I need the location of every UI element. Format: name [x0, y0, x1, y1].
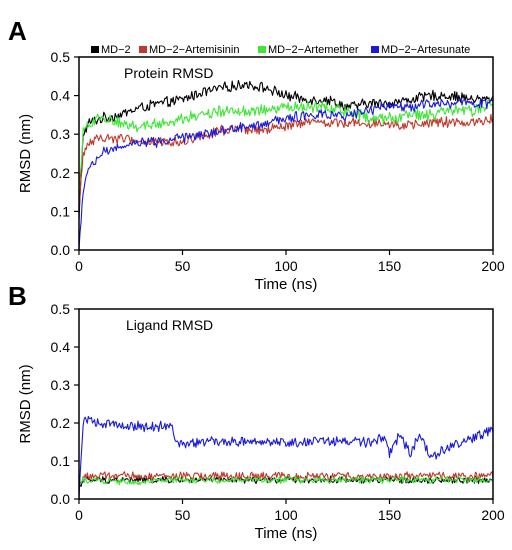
- x-tick-label: 200: [481, 507, 505, 523]
- panel-protein-rmsd: A MD−2 MD−2−Artemisinin MD−2−Artemether MD−…: [8, 16, 505, 293]
- legend-swatch: [371, 46, 379, 53]
- chart-title: Protein RMSD: [124, 65, 213, 81]
- y-tick-label: 0.4: [51, 88, 71, 104]
- y-tick-label: 0.3: [51, 126, 71, 142]
- x-tick-label: 50: [175, 258, 191, 274]
- x-tick-label: 100: [274, 258, 298, 274]
- y-tick-label: 0.0: [51, 491, 71, 507]
- series-line: [78, 471, 494, 488]
- y-tick-label: 0.1: [51, 453, 71, 469]
- y-tick-label: 0.1: [51, 203, 71, 219]
- series-line: [78, 99, 494, 193]
- y-tick-label: 0.5: [51, 49, 71, 65]
- x-tick-label: 100: [274, 507, 298, 523]
- x-axis-ticks: 0 50 100 150 200: [75, 499, 505, 523]
- series-group: [78, 79, 494, 251]
- series-line: [78, 79, 494, 220]
- legend-swatch: [258, 46, 266, 53]
- y-tick-label: 0.3: [51, 377, 71, 393]
- x-tick-label: 200: [481, 258, 505, 274]
- legend: MD−2 MD−2−Artemisinin MD−2−Artemether MD−2−…: [91, 44, 470, 56]
- x-tick-label: 50: [175, 507, 191, 523]
- y-axis-ticks: 0.0 0.1 0.2 0.3 0.4 0.5: [51, 301, 79, 507]
- panel-ligand-rmsd: B 0.0 0.1 0.2 0.3 0.4 0.5 0 50 100 150 200 Ligand…: [8, 281, 505, 542]
- y-tick-label: 0.4: [51, 339, 71, 355]
- x-axis-ticks: 0 50 100 150 200: [75, 250, 505, 274]
- y-tick-label: 0.5: [51, 301, 71, 317]
- x-tick-label: 150: [378, 258, 402, 274]
- y-tick-label: 0.2: [51, 415, 71, 431]
- legend-swatch: [139, 46, 147, 53]
- legend-label: MD−2−Artesunate: [381, 44, 470, 56]
- series-line: [78, 113, 494, 212]
- panel-letter-b: B: [8, 281, 27, 311]
- panel-letter-a: A: [8, 16, 27, 46]
- x-axis-label: Time (ns): [255, 276, 318, 293]
- y-tick-label: 0.2: [51, 165, 71, 181]
- x-axis-label: Time (ns): [255, 525, 318, 542]
- legend-label: MD−2−Artemether: [268, 44, 359, 56]
- chart-title: Ligand RMSD: [126, 317, 213, 333]
- y-axis-label: RMSD (nm): [17, 114, 34, 193]
- y-axis-label: RMSD (nm): [17, 364, 34, 443]
- y-axis-ticks: 0.0 0.1 0.2 0.3 0.4 0.5: [51, 49, 79, 258]
- legend-label: MD−2−Artemisinin: [149, 44, 239, 56]
- series-line: [78, 415, 494, 500]
- legend-swatch: [91, 46, 99, 53]
- series-line: [78, 475, 494, 488]
- plot-frame: [78, 56, 494, 251]
- x-tick-label: 0: [75, 258, 83, 274]
- series-line: [78, 98, 494, 251]
- x-tick-label: 150: [378, 507, 402, 523]
- x-tick-label: 0: [75, 507, 83, 523]
- plot-frame: [78, 308, 494, 500]
- y-tick-label: 0.0: [51, 242, 71, 258]
- series-group: [78, 415, 494, 500]
- legend-label: MD−2: [101, 44, 131, 56]
